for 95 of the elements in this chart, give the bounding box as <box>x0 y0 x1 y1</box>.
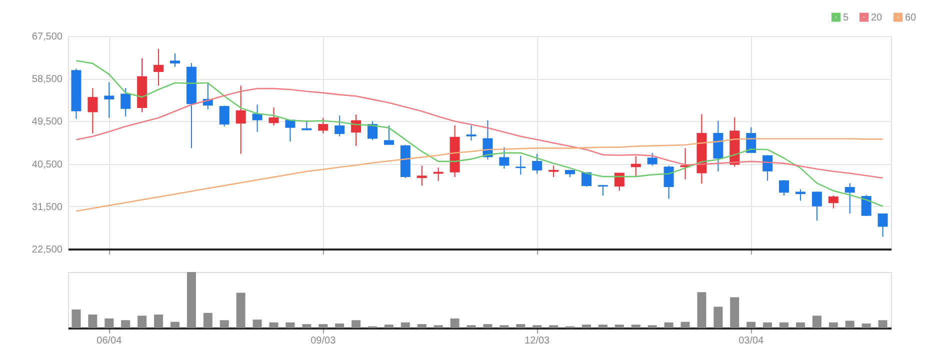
bar <box>763 322 772 328</box>
candlestick <box>334 115 345 137</box>
candlestick <box>861 194 872 216</box>
bar <box>88 314 98 328</box>
candlestick <box>532 153 542 174</box>
bar <box>352 320 361 328</box>
bar <box>121 320 130 328</box>
line-series <box>76 60 884 208</box>
bar <box>697 292 706 328</box>
candlestick <box>416 165 427 186</box>
candlestick <box>664 165 674 200</box>
candlestick <box>154 48 164 86</box>
bar <box>286 322 295 328</box>
x-tick-label: 09/03 <box>310 336 336 346</box>
y-tick-label: 31,500 <box>32 202 63 213</box>
bar <box>252 320 262 328</box>
candlestick <box>120 88 131 117</box>
bar <box>812 316 822 328</box>
bar <box>878 320 888 328</box>
bar <box>236 292 246 328</box>
candlestick <box>878 213 888 238</box>
candlestick <box>630 156 641 178</box>
bar <box>220 320 229 328</box>
bar <box>483 324 492 328</box>
bar <box>154 314 164 328</box>
bar <box>72 310 81 328</box>
candlestick <box>88 88 98 134</box>
legend-label: 60 <box>905 12 917 24</box>
bar <box>138 316 147 328</box>
bar <box>780 322 789 328</box>
bar <box>170 322 180 328</box>
bar <box>549 325 558 328</box>
candlestick <box>548 165 559 178</box>
bar <box>516 324 526 328</box>
bar <box>302 324 312 328</box>
bar <box>203 312 212 328</box>
candlestick <box>236 85 246 154</box>
candlestick <box>268 106 279 126</box>
candlestick <box>795 188 806 202</box>
bar <box>598 324 608 328</box>
bar <box>400 322 410 328</box>
bar <box>450 318 460 328</box>
candlestick <box>779 179 790 196</box>
bar <box>714 306 723 328</box>
bar <box>845 320 854 328</box>
bar <box>417 324 426 328</box>
line-series <box>76 88 884 179</box>
legend-label: 5 <box>843 12 849 24</box>
bar <box>500 325 509 328</box>
bar <box>664 322 674 328</box>
candlestick <box>614 172 624 192</box>
candlestick <box>844 182 855 214</box>
y-tick-label: 40,500 <box>32 159 63 170</box>
y-tick-label: 67,500 <box>32 32 63 42</box>
bar <box>269 322 278 328</box>
candlestick <box>368 120 378 141</box>
x-tick-label: 06/04 <box>96 336 122 346</box>
y-tick-label: 58,500 <box>32 74 63 86</box>
bar <box>614 324 624 328</box>
bar <box>730 297 740 328</box>
y-tick-label: 22,500 <box>32 244 63 256</box>
bar <box>532 325 542 328</box>
bar <box>828 322 838 328</box>
bar <box>104 318 114 328</box>
bar <box>434 325 443 328</box>
bar <box>384 324 394 328</box>
bar <box>335 324 344 328</box>
candlestick <box>285 119 296 142</box>
bar <box>648 325 657 328</box>
bar <box>796 322 805 328</box>
candlestick <box>384 124 394 146</box>
candlestick <box>219 105 230 127</box>
bar <box>582 324 591 328</box>
candlestick <box>466 124 476 142</box>
bar <box>680 322 690 328</box>
candlestick <box>812 191 822 222</box>
candlestick <box>104 82 114 118</box>
bar <box>186 272 196 328</box>
candlestick <box>647 152 658 166</box>
candlestick <box>170 53 180 68</box>
legend-label: 20 <box>871 12 883 24</box>
bar <box>318 324 328 328</box>
bar <box>466 325 476 328</box>
candlestick <box>252 104 262 133</box>
x-tick-label: 12/03 <box>524 336 550 346</box>
bar <box>631 324 640 328</box>
y-tick-label: 49,500 <box>32 116 63 128</box>
candlestick <box>598 184 608 196</box>
candlestick <box>516 155 526 176</box>
candlestick <box>828 195 838 209</box>
candlestick <box>499 146 510 170</box>
candlestick <box>318 117 328 134</box>
bar <box>862 324 871 328</box>
bar <box>746 322 756 328</box>
x-tick-label: 03/04 <box>738 336 764 346</box>
